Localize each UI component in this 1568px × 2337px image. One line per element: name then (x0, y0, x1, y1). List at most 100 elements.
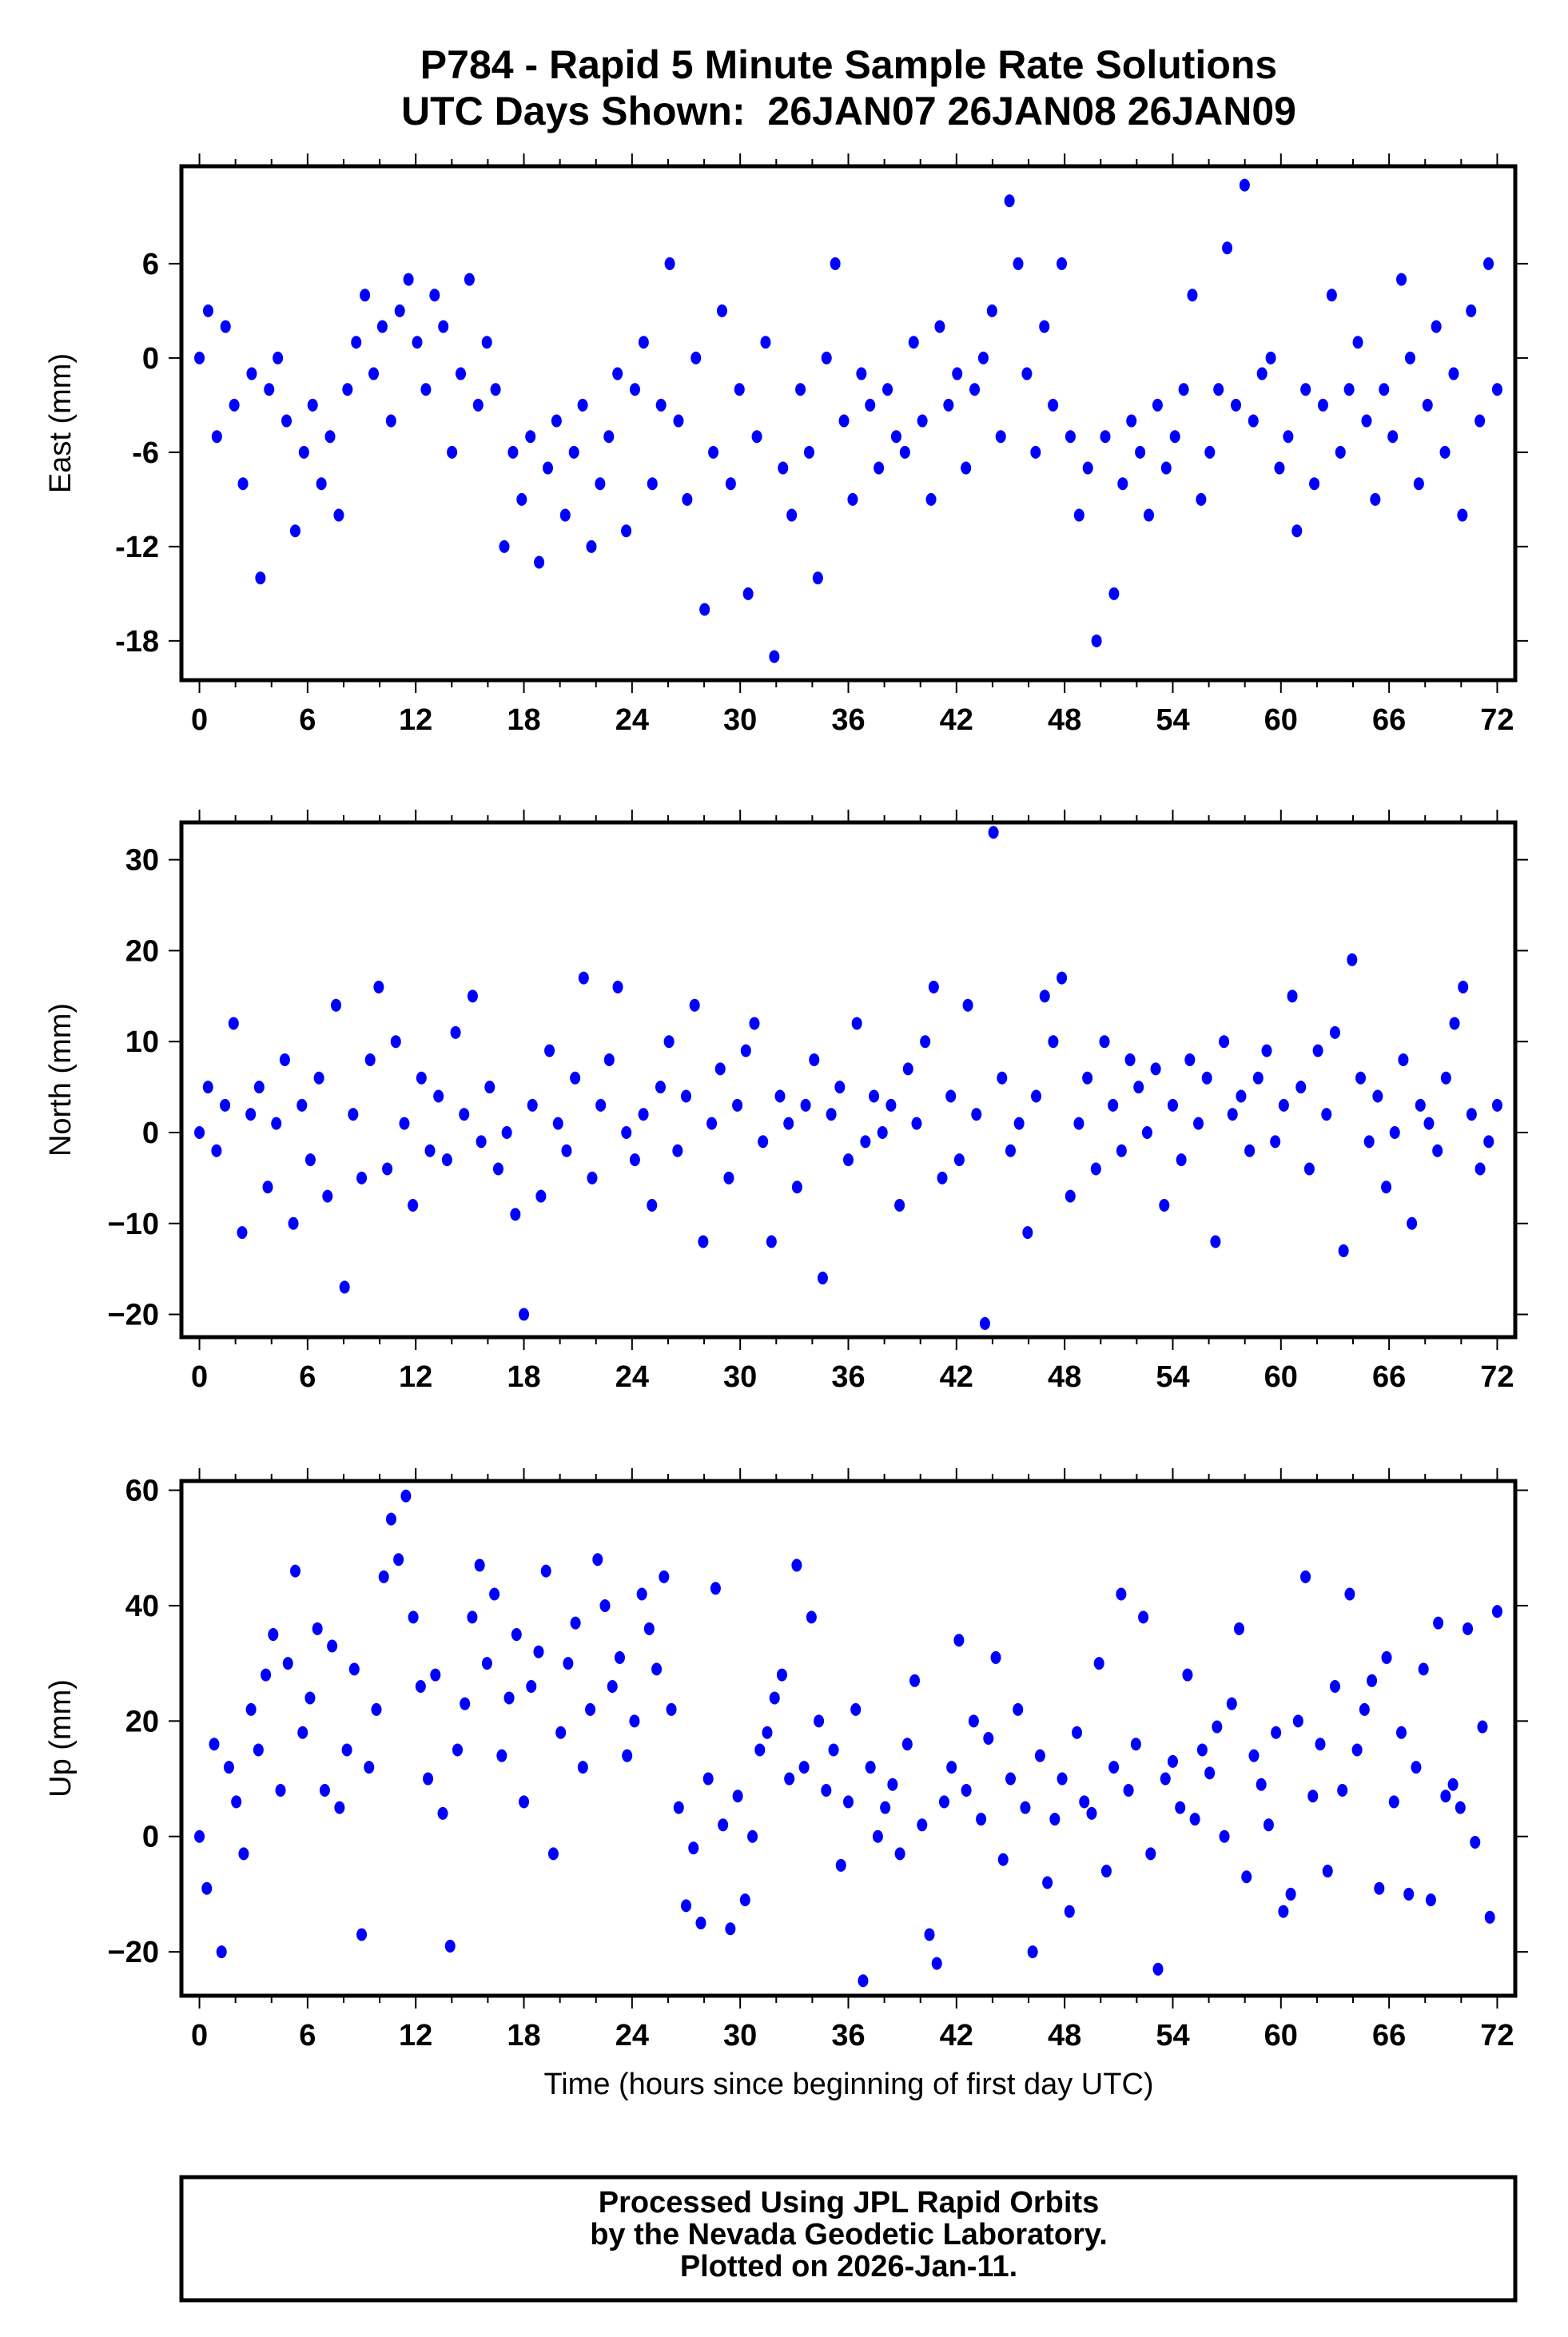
data-point (1271, 1726, 1282, 1739)
data-point (1317, 398, 1328, 412)
data-point (1213, 383, 1224, 396)
data-point (1312, 1044, 1323, 1057)
data-point (1398, 1053, 1409, 1066)
data-point (1093, 1657, 1104, 1670)
x-tick-label: 6 (299, 703, 316, 737)
data-point (519, 1795, 530, 1809)
x-tick-label: 66 (1372, 2019, 1406, 2052)
data-point (622, 1749, 633, 1762)
data-point (245, 1108, 257, 1121)
y-tick-label: 20 (125, 934, 159, 968)
data-point (887, 1778, 898, 1791)
data-point (282, 1657, 293, 1670)
y-tick-label: 0 (142, 342, 159, 376)
data-point (356, 1928, 368, 1941)
data-point (1425, 1893, 1436, 1907)
data-point (577, 398, 588, 412)
data-point (1138, 1610, 1149, 1624)
y-tick-label: 40 (125, 1590, 159, 1623)
data-point (568, 445, 579, 459)
data-point (476, 1135, 487, 1149)
data-point (1027, 1945, 1038, 1959)
data-point (1343, 383, 1355, 396)
x-tick-label: 30 (723, 1360, 757, 1394)
data-point (1466, 304, 1477, 317)
data-point (1022, 1226, 1033, 1240)
data-point (847, 492, 858, 506)
plot-frame (179, 164, 1518, 683)
data-point (194, 1829, 205, 1843)
footer-line-2: by the Nevada Geodetic Laboratory. (590, 2218, 1108, 2251)
data-point (229, 398, 240, 412)
data-point (699, 603, 710, 616)
data-point (786, 508, 798, 522)
data-point (1470, 1835, 1481, 1849)
data-point (920, 1035, 931, 1049)
data-point (928, 980, 939, 993)
data-point (1073, 508, 1084, 522)
data-point (273, 351, 284, 364)
data-point (758, 1135, 769, 1149)
data-point (1065, 430, 1076, 444)
data-point (1057, 257, 1068, 270)
data-point (1234, 1622, 1245, 1635)
data-point (934, 320, 945, 333)
data-point (924, 1928, 935, 1941)
data-point (1079, 1795, 1090, 1809)
data-point (1204, 445, 1216, 459)
y-tick-label: 6 (142, 248, 159, 281)
data-point (1347, 953, 1358, 966)
data-point (1021, 367, 1033, 380)
x-tick-label: 24 (615, 1360, 649, 1394)
data-point (547, 1847, 559, 1861)
data-point (828, 1743, 839, 1757)
data-point (621, 1125, 632, 1139)
data-point (603, 1053, 615, 1066)
data-point (1474, 1162, 1486, 1176)
data-point (1187, 289, 1198, 302)
data-point (342, 383, 353, 396)
data-point (288, 1216, 299, 1230)
data-point (1152, 398, 1163, 412)
data-point (894, 1199, 905, 1212)
x-tick-label: 54 (1156, 703, 1189, 737)
data-point (663, 1035, 675, 1049)
data-point (734, 383, 745, 396)
data-point (430, 1668, 441, 1682)
data-point (856, 367, 867, 380)
data-point (672, 1144, 683, 1157)
data-point (702, 1772, 714, 1786)
data-point (952, 367, 963, 380)
data-point (341, 1743, 352, 1757)
data-point (511, 1628, 522, 1642)
x-tick-label: 36 (831, 703, 865, 737)
chart-subtitle: UTC Days Shown: 26JAN07 26JAN08 26JAN09 (401, 89, 1296, 133)
data-point (795, 383, 806, 396)
data-point (516, 492, 527, 506)
data-point (961, 1783, 972, 1797)
data-point (1423, 1117, 1435, 1130)
data-point (1403, 1887, 1415, 1901)
data-point (1387, 430, 1399, 444)
data-point (865, 1761, 876, 1774)
data-point (953, 1634, 965, 1647)
y-tick-label: -12 (115, 531, 159, 564)
data-point (578, 971, 589, 985)
data-point (489, 1587, 500, 1601)
data-point (1447, 1778, 1459, 1791)
data-point (1230, 398, 1241, 412)
data-point (835, 1858, 846, 1872)
y-tick-label: 20 (125, 1705, 159, 1738)
data-point (551, 414, 562, 428)
data-point (1152, 1962, 1164, 1976)
data-point (390, 1035, 401, 1049)
data-point (1141, 1125, 1152, 1139)
data-point (925, 492, 937, 506)
data-point (253, 1743, 264, 1757)
data-point (1278, 1905, 1289, 1918)
data-point (688, 1841, 699, 1855)
data-point (1361, 414, 1372, 428)
data-point (1201, 1071, 1212, 1085)
data-point (607, 1680, 618, 1694)
data-point (202, 304, 213, 317)
